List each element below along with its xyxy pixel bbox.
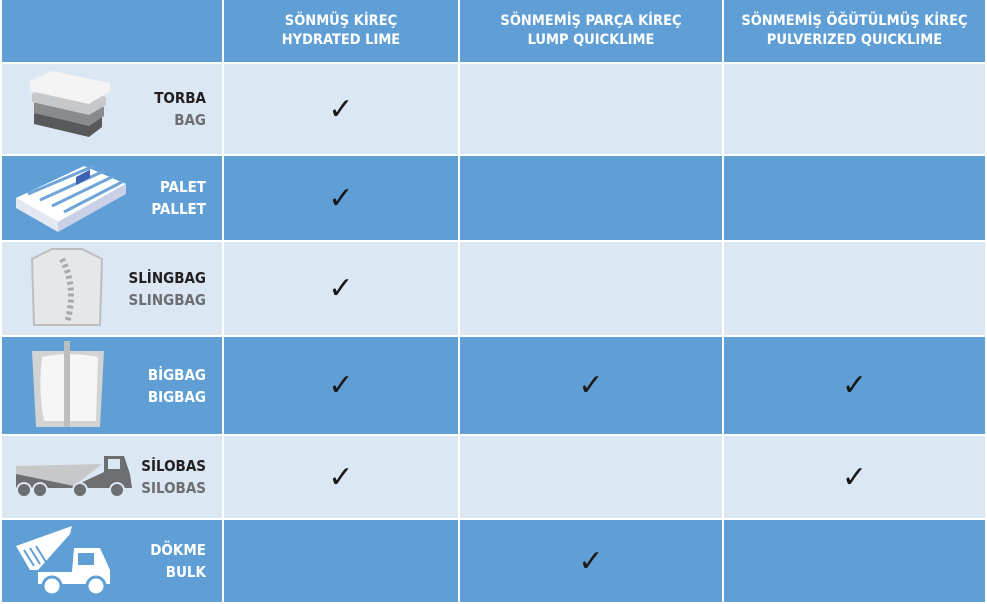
table-row: DÖKME BULK ✓ — [0, 518, 987, 604]
row-label: PALET PALLET — [0, 154, 224, 242]
check-cell — [458, 154, 724, 242]
header-row: SÖNMÜŞ KİREÇ HYDRATED LIME SÖNMEMİŞ PARÇA… — [0, 0, 987, 64]
pallet-icon — [16, 164, 126, 232]
col-tr: SÖNMEMİŞ ÖĞÜTÜLMÜŞ KİREÇ — [741, 13, 968, 29]
row-name-tr: BİGBAG — [147, 365, 206, 384]
check-cell — [458, 434, 724, 520]
row-name-en: BAG — [174, 111, 206, 129]
slingbag-icon — [30, 247, 104, 326]
check-cell: ✓ — [722, 335, 987, 436]
bigbag-icon — [32, 340, 104, 427]
check-cell — [458, 240, 724, 337]
row-name-tr: TORBA — [154, 89, 206, 107]
check-cell: ✓ — [458, 518, 724, 604]
check-cell — [722, 154, 987, 242]
row-label: TORBA BAG — [0, 62, 224, 156]
row-name-en: SLINGBAG — [128, 290, 206, 309]
check-cell: ✓ — [458, 335, 724, 436]
corner-cell — [0, 0, 224, 64]
silo-truck-icon — [16, 456, 132, 498]
check-cell: ✓ — [222, 335, 460, 436]
table-row: SLİNGBAG SLINGBAG ✓ — [0, 240, 987, 337]
table-row: BİGBAG BIGBAG ✓ ✓ ✓ — [0, 335, 987, 436]
check-cell — [722, 62, 987, 156]
col-header-hydrated: SÖNMÜŞ KİREÇ HYDRATED LIME — [222, 0, 460, 64]
row-label: SİLOBAS SILOBAS — [0, 434, 224, 520]
row-name-en: SILOBAS — [141, 479, 206, 497]
row-name-tr: SLİNGBAG — [128, 268, 206, 287]
col-tr: SÖNMEMİŞ PARÇA KİREÇ — [500, 13, 682, 29]
check-cell — [222, 518, 460, 604]
row-name-en: BULK — [165, 563, 206, 581]
col-en: LUMP QUICKLIME — [527, 32, 655, 48]
row-label: SLİNGBAG SLINGBAG — [0, 240, 224, 337]
check-cell — [722, 518, 987, 604]
check-cell: ✓ — [222, 434, 460, 520]
table-row: TORBA BAG ✓ — [0, 62, 987, 156]
col-en: PULVERIZED QUICKLIME — [766, 32, 943, 48]
bag-stack-icon — [30, 71, 110, 137]
check-cell: ✓ — [722, 434, 987, 520]
row-label: DÖKME BULK — [0, 518, 224, 604]
dump-truck-icon — [16, 526, 110, 596]
check-cell: ✓ — [222, 154, 460, 242]
check-cell: ✓ — [222, 240, 460, 337]
col-header-lump: SÖNMEMİŞ PARÇA KİREÇ LUMP QUICKLIME — [458, 0, 724, 64]
row-name-tr: SİLOBAS — [141, 457, 206, 475]
row-name-en: PALLET — [151, 200, 206, 218]
table-row: PALET PALLET ✓ — [0, 154, 987, 242]
col-en: HYDRATED LIME — [281, 32, 401, 48]
row-name-tr: PALET — [160, 178, 206, 196]
table-row: SİLOBAS SILOBAS ✓ ✓ — [0, 434, 987, 520]
check-cell: ✓ — [222, 62, 460, 156]
check-cell — [722, 240, 987, 337]
col-tr: SÖNMÜŞ KİREÇ — [284, 13, 398, 29]
row-label: BİGBAG BIGBAG — [0, 335, 224, 436]
row-name-en: BIGBAG — [147, 387, 206, 406]
col-header-pulverized: SÖNMEMİŞ ÖĞÜTÜLMÜŞ KİREÇ PULVERIZED QUICK… — [722, 0, 987, 64]
check-cell — [458, 62, 724, 156]
row-name-tr: DÖKME — [150, 541, 206, 559]
